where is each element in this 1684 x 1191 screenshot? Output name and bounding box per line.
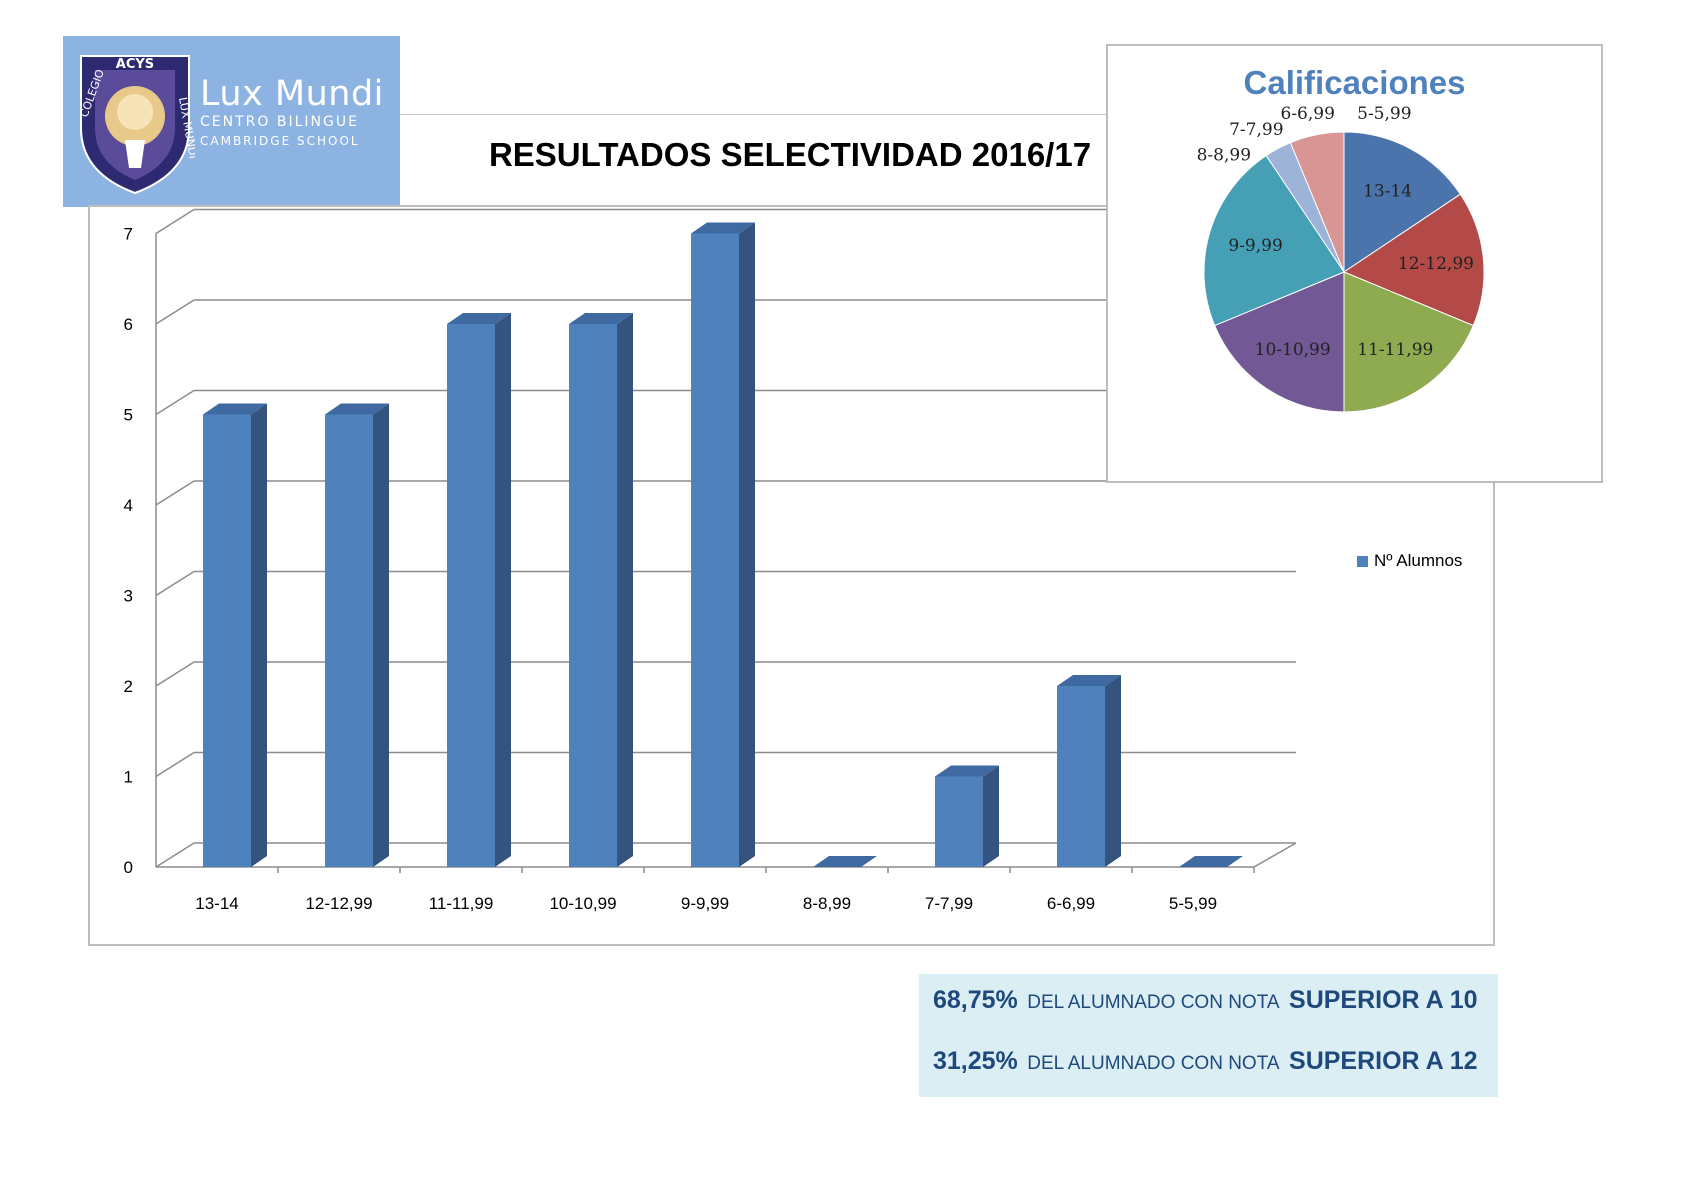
legend-label: Nº Alumnos xyxy=(1374,551,1463,570)
bar-side xyxy=(739,222,755,867)
x-tick-label: 7-7,99 xyxy=(925,894,973,913)
bar-top xyxy=(1179,856,1243,867)
y-tick-label: 7 xyxy=(124,225,133,244)
pie-label: 7-7,99 xyxy=(1229,120,1283,140)
y-tick-label: 1 xyxy=(124,768,133,787)
gridline-depth xyxy=(155,570,195,597)
bar-side xyxy=(1105,675,1121,867)
pie-label: 9-9,99 xyxy=(1228,236,1282,256)
y-tick-label: 3 xyxy=(124,587,133,606)
stat-text: DEL ALUMNADO CON NOTA xyxy=(1027,992,1280,1013)
logo-brand: Lux Mundi xyxy=(200,74,384,114)
pie-label: 8-8,99 xyxy=(1197,146,1251,166)
y-tick-label: 4 xyxy=(124,496,133,515)
bar-chart-frame xyxy=(88,205,1495,946)
bar-top xyxy=(447,313,511,324)
pie-slice-10-10,99 xyxy=(1214,271,1345,413)
bar-9-9,99 xyxy=(691,222,755,867)
bar-front xyxy=(691,233,739,867)
bar-side xyxy=(373,403,389,867)
bar-10-10,99 xyxy=(569,313,633,867)
x-tick-label: 13-14 xyxy=(195,894,238,913)
header-divider xyxy=(400,114,1106,115)
y-tick-label: 6 xyxy=(124,315,133,334)
pie-slice-13-14 xyxy=(1343,131,1462,273)
logo-subtitle-2: CAMBRIDGE SCHOOL xyxy=(200,134,360,148)
x-tick-label: 6-6,99 xyxy=(1047,894,1095,913)
x-tick-label: 11-11,99 xyxy=(429,894,494,913)
pie-label: 11-11,99 xyxy=(1357,340,1433,360)
gridline-depth xyxy=(155,661,195,687)
pie-chart-card: Calificaciones 13-14 12-12,99 11-11,99 10-1… xyxy=(1106,44,1603,483)
pie-label: 5-5,99 xyxy=(1357,104,1411,124)
bar-front xyxy=(325,414,373,867)
bar-6-6,99 xyxy=(1057,675,1121,867)
gridline-depth xyxy=(155,299,195,325)
x-tick-label: 12-12,99 xyxy=(305,894,372,913)
bar-12-12,99 xyxy=(325,403,389,867)
bar-front xyxy=(1057,686,1105,867)
pie-slice-9-9,99 xyxy=(1203,154,1345,327)
pie-slice-6-6,99 xyxy=(1289,131,1345,273)
pie-chart: 13-14 12-12,99 11-11,99 10-10,99 9-9,99 8-8,9… xyxy=(1197,104,1485,413)
school-crest-icon: ACYS COLEGIO LUX MUNDI xyxy=(78,55,195,195)
bar-8-8,99 xyxy=(813,856,877,867)
bar-11-11,99 xyxy=(447,313,511,867)
pie-label: 13-14 xyxy=(1363,182,1412,202)
bar-top xyxy=(935,765,999,777)
x-tick-label: 9-9,99 xyxy=(681,894,729,913)
svg-text:ACYS: ACYS xyxy=(116,57,154,72)
gridline-depth xyxy=(155,208,195,235)
bar-top xyxy=(203,403,267,415)
bar-front xyxy=(203,414,251,867)
x-tick-label: 8-8,99 xyxy=(803,894,851,913)
bar-top xyxy=(325,403,389,415)
stats-box: 68,75% DEL ALUMNADO CON NOTA SUPERIOR A … xyxy=(919,974,1498,1097)
stat-threshold: SUPERIOR A 12 xyxy=(1289,1047,1478,1075)
bar-legend: Nº Alumnos xyxy=(1357,551,1462,571)
bar-top xyxy=(569,313,633,324)
bar-13-14 xyxy=(203,403,267,867)
stat-percentage: 68,75% xyxy=(933,986,1018,1014)
bar-side xyxy=(251,403,267,867)
bar-top xyxy=(1057,675,1121,686)
bar-7-7,99 xyxy=(935,765,999,867)
pie-label: 10-10,99 xyxy=(1255,340,1331,360)
bar-side xyxy=(983,765,999,867)
gridline-depth xyxy=(155,480,195,506)
stat-line: 68,75% DEL ALUMNADO CON NOTA SUPERIOR A … xyxy=(933,986,1478,1015)
bar-side xyxy=(495,313,511,867)
bar-top xyxy=(691,222,755,234)
bar-front xyxy=(935,776,983,867)
legend-swatch xyxy=(1357,555,1368,567)
gridline-depth xyxy=(155,389,195,416)
pie-title: Calificaciones xyxy=(1243,64,1466,101)
gridline-depth xyxy=(155,751,195,778)
y-tick-label: 0 xyxy=(124,858,133,877)
stat-text: DEL ALUMNADO CON NOTA xyxy=(1027,1053,1280,1074)
gridline-depth xyxy=(155,842,195,868)
pie-label: 12-12,99 xyxy=(1398,254,1474,274)
school-logo: ACYS COLEGIO LUX MUNDI Lux Mundi CENTRO … xyxy=(63,36,400,207)
pie-label: 6-6,99 xyxy=(1281,104,1335,124)
bar-5-5,99 xyxy=(1179,856,1243,867)
pie-slice-12-12,99 xyxy=(1342,193,1485,327)
stat-line: 31,25% DEL ALUMNADO CON NOTA SUPERIOR A … xyxy=(933,1047,1478,1076)
bar-top xyxy=(813,856,877,867)
pie-slice-11-11,99 xyxy=(1343,271,1474,413)
bar-front xyxy=(569,324,617,867)
logo-subtitle: CENTRO BILINGUE xyxy=(200,114,359,130)
floor-edge xyxy=(1253,842,1297,868)
bar-front xyxy=(447,324,495,867)
bar-side xyxy=(617,313,633,867)
x-tick-label: 10-10,99 xyxy=(549,894,616,913)
page-title: RESULTADOS SELECTIVIDAD 2016/17 xyxy=(488,136,1092,173)
stat-percentage: 31,25% xyxy=(933,1047,1018,1075)
y-tick-label: 5 xyxy=(124,406,133,425)
x-tick-label: 5-5,99 xyxy=(1169,894,1217,913)
stat-threshold: SUPERIOR A 10 xyxy=(1289,986,1478,1014)
y-tick-label: 2 xyxy=(124,677,133,696)
